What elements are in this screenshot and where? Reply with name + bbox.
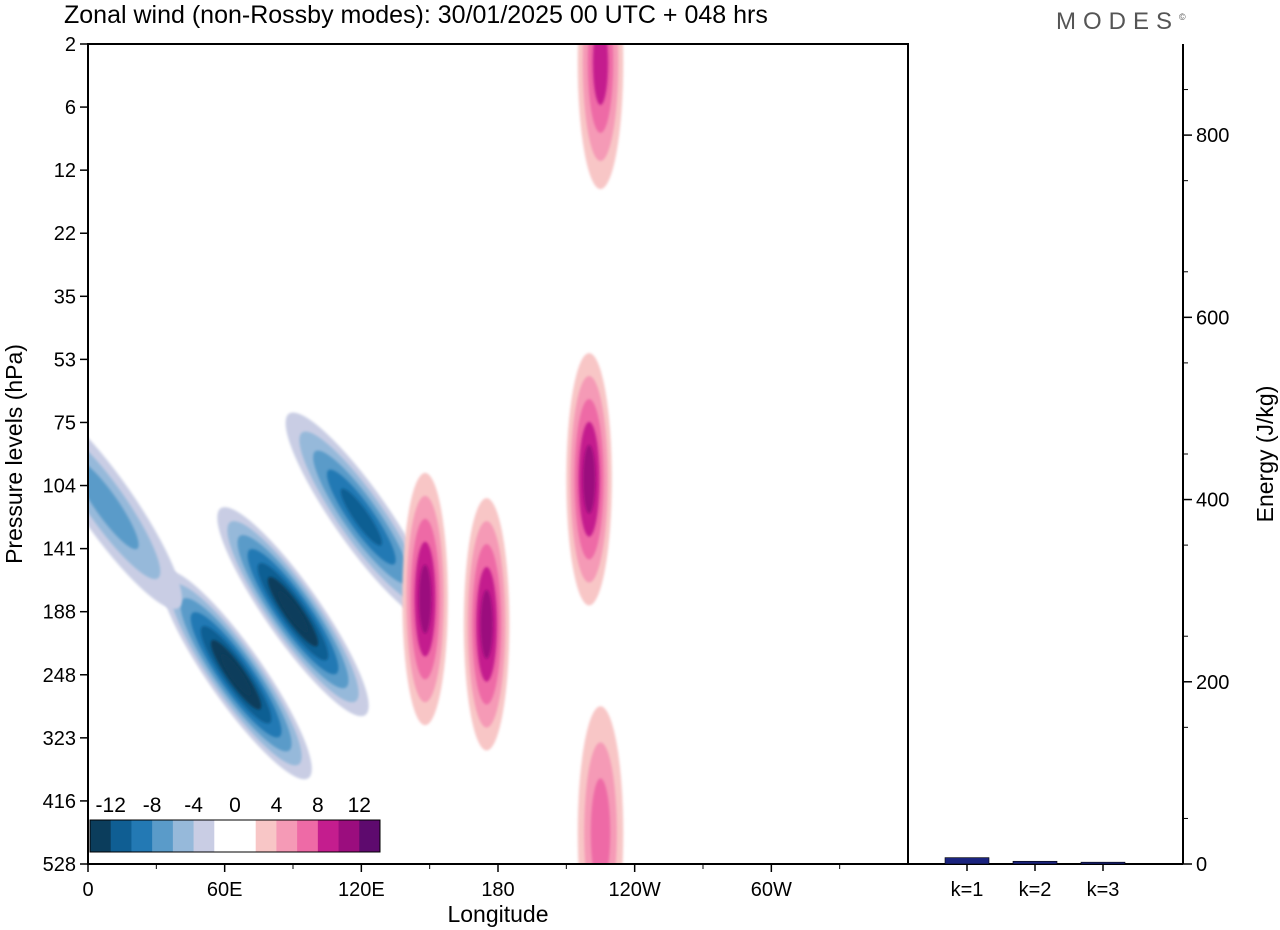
colorbar-swatch-11: [317, 820, 340, 852]
colorbar-label--12: -12: [96, 794, 126, 817]
colorbar-label--4: -4: [184, 794, 203, 817]
energy-tick-label-400: 400: [1196, 490, 1229, 512]
ytick-label-188: 188: [43, 602, 76, 624]
ytick-label-416: 416: [43, 791, 76, 813]
ytick-label-323: 323: [43, 728, 76, 750]
xtick-label-180: 180: [481, 879, 514, 901]
bar-label-k=3: k=3: [1087, 879, 1120, 901]
ytick-label-104: 104: [43, 476, 76, 498]
energy-bars: 0 200 400 600 800 Energy (J/kg) k=1 k=2 k=3: [944, 89, 1278, 901]
ytick-label-22: 22: [54, 223, 76, 245]
colorbar-label-12: 12: [348, 794, 371, 817]
colorbar-label-8: 8: [312, 794, 324, 817]
colorbar-frame: [89, 819, 381, 853]
contour-8-8: [592, 44, 609, 105]
brand-copyright-mark: ©: [1179, 12, 1186, 22]
contour-7-6: [590, 778, 611, 864]
brand-logo: MODES©: [1056, 8, 1186, 36]
colorbar-swatch-0: [90, 820, 112, 852]
colorbar: -12 -8 -4 0 4 8 12: [89, 794, 381, 853]
bar-k=3: [1080, 861, 1126, 865]
colorbar-swatch-2: [131, 820, 153, 852]
contour-0-14: [220, 653, 252, 696]
colorbar-swatch-6: [214, 820, 236, 852]
plot-frame: [87, 43, 909, 865]
ytick-label-12: 12: [54, 160, 76, 182]
chart-title: Zonal wind (non-Rossby modes): 30/01/202…: [64, 1, 768, 29]
ytick-label-6: 6: [65, 97, 76, 119]
ytick-label-248: 248: [43, 665, 76, 687]
colorbar-label-4: 4: [271, 794, 283, 817]
energy-tick-label-200: 200: [1196, 672, 1229, 694]
wind-field: [88, 44, 624, 864]
bar-label-k=1: k=1: [951, 879, 984, 901]
brand-name: MODES: [1056, 8, 1180, 35]
energy-tick-label-600: 600: [1196, 307, 1229, 329]
xtick-label-60E: 60E: [207, 879, 243, 901]
colorbar-swatch-12: [338, 820, 360, 852]
colorbar-swatch-5: [193, 820, 215, 852]
energy-axis-title: Energy (J/kg): [1252, 386, 1278, 523]
xtick-label-120W: 120W: [609, 879, 661, 901]
ytick-label-2: 2: [65, 34, 76, 56]
colorbar-swatch-13: [359, 820, 381, 852]
xtick-label-0: 0: [82, 879, 93, 901]
contour-3-6: [88, 459, 139, 550]
y-axis-title: Pressure levels (hPa): [1, 344, 27, 564]
colorbar-label--8: -8: [143, 794, 162, 817]
colorbar-swatch-4: [172, 820, 195, 852]
energy-tick-label-800: 800: [1196, 125, 1229, 147]
xtick-label-60W: 60W: [751, 879, 792, 901]
contour-4-10: [418, 564, 432, 634]
colorbar-label-0: 0: [229, 794, 241, 817]
bar-k=2: [1012, 860, 1058, 865]
x-axis-title: Longitude: [447, 901, 548, 927]
colorbar-swatch-10: [297, 820, 319, 852]
bar-label-k=2: k=2: [1019, 879, 1052, 901]
colorbar-swatch-7: [235, 820, 257, 852]
ytick-label-75: 75: [54, 412, 76, 434]
colorbar-swatch-9: [276, 820, 298, 852]
contour-6-10: [582, 444, 596, 514]
contour-1-14: [277, 590, 309, 633]
ytick-label-528: 528: [43, 854, 76, 876]
xtick-label-120E: 120E: [338, 879, 385, 901]
colorbar-swatch-8: [255, 820, 277, 852]
contour-2-10: [340, 488, 382, 546]
contour-5-10: [480, 589, 493, 659]
colorbar-swatch-1: [110, 820, 132, 852]
ytick-label-53: 53: [54, 349, 76, 371]
ytick-label-35: 35: [54, 286, 76, 308]
ytick-label-141: 141: [43, 539, 76, 561]
colorbar-swatch-3: [152, 820, 174, 852]
bar-k=1: [944, 857, 990, 865]
energy-tick-label-0: 0: [1196, 854, 1207, 876]
